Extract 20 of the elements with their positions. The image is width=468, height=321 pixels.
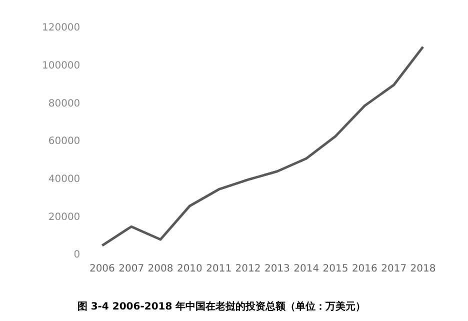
- y-tick-label: 100000: [42, 60, 80, 72]
- y-tick-label: 60000: [48, 136, 80, 148]
- y-tick-label: 0: [74, 250, 80, 261]
- x-tick-label: 2010: [176, 264, 202, 275]
- x-tick-label: 2011: [206, 264, 232, 275]
- x-tick-label: 2014: [294, 264, 320, 275]
- y-tick-label: 40000: [48, 174, 80, 185]
- y-tick-label: 80000: [48, 98, 80, 110]
- x-tick-label: 2018: [410, 264, 436, 275]
- x-tick-label: 2008: [148, 264, 174, 275]
- x-tick-label: 2016: [352, 264, 378, 275]
- x-tick-label: 2007: [118, 264, 144, 275]
- text: 图 3-4 2006-2018 年中国在老挝的投资总额（单位：万美元）: [77, 300, 366, 313]
- y-tick-label: 20000: [48, 212, 80, 223]
- x-tick-label: 2017: [381, 264, 407, 275]
- x-tick-label: 2013: [264, 264, 290, 275]
- y-tick-label: 120000: [42, 22, 80, 34]
- x-tick-label: 2012: [235, 264, 261, 275]
- x-tick-label: 2015: [322, 264, 348, 275]
- x-tick-label: 2006: [89, 264, 115, 275]
